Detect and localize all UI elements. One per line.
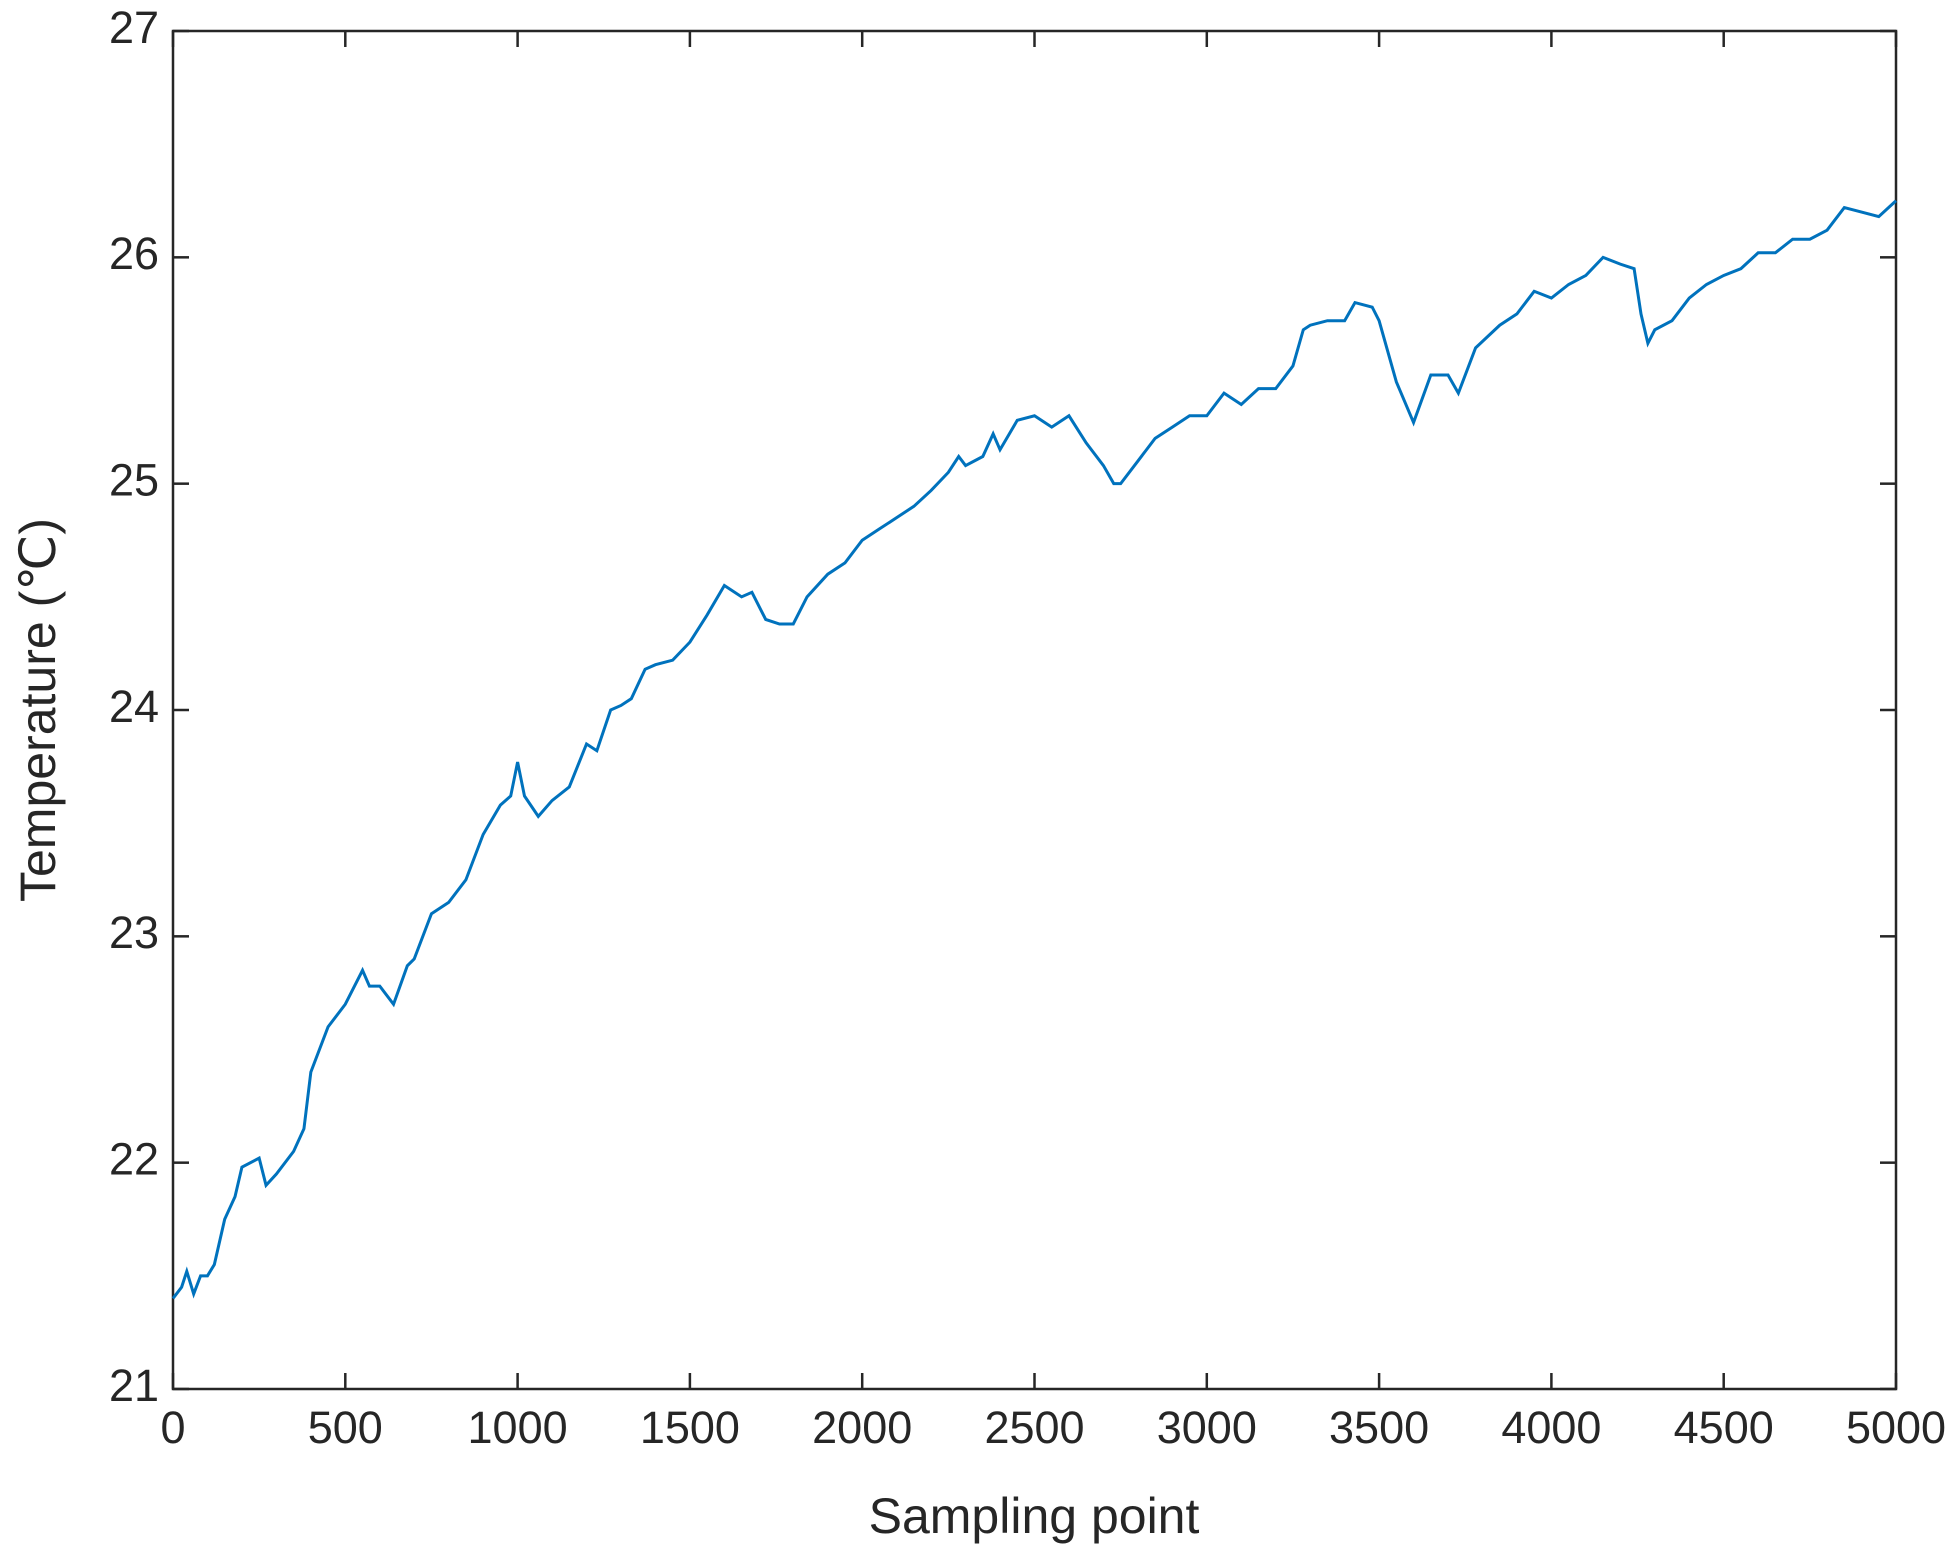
y-tick-label: 21 (109, 1360, 159, 1411)
y-tick-label: 22 (109, 1134, 159, 1185)
x-tick-label: 4500 (1674, 1402, 1774, 1453)
x-tick-label: 0 (160, 1402, 185, 1453)
plot-frame (171, 29, 1898, 1391)
data-line (171, 199, 1898, 1300)
y-tick-label: 24 (109, 681, 159, 732)
x-tick-label: 2500 (984, 1402, 1084, 1453)
y-tick-label: 26 (109, 228, 159, 279)
x-tick-label: 3500 (1329, 1402, 1429, 1453)
y-tick-label: 23 (109, 907, 159, 958)
x-tick-label: 2000 (812, 1402, 912, 1453)
y-tick-label: 25 (109, 455, 159, 506)
x-axis-label: Sampling point (869, 1488, 1200, 1544)
y-tick-label: 27 (109, 2, 159, 53)
x-tick-label: 500 (308, 1402, 383, 1453)
x-tick-label: 5000 (1846, 1402, 1946, 1453)
x-tick-label: 3000 (1157, 1402, 1257, 1453)
x-tick-label: 4000 (1501, 1402, 1601, 1453)
x-tick-label: 1500 (640, 1402, 740, 1453)
y-axis-label: Temperature (℃) (10, 518, 66, 902)
x-tick-label: 1000 (468, 1402, 568, 1453)
